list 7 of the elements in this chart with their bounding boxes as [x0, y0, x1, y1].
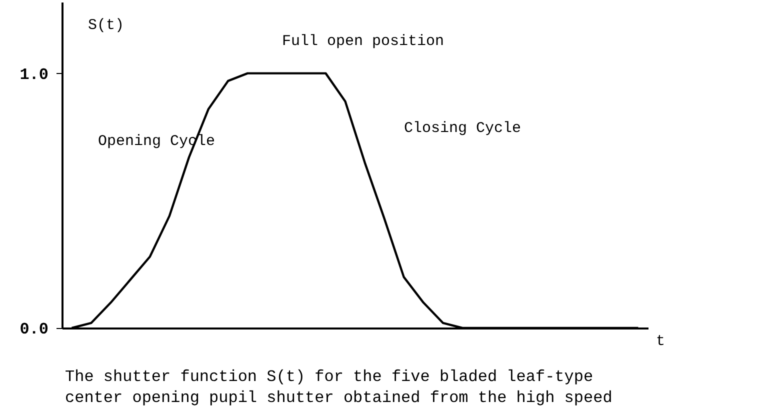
x-axis-title: t	[656, 333, 666, 350]
annotation: Closing Cycle	[404, 120, 522, 137]
y-tick-label: 0.0	[20, 320, 48, 338]
text: The shutter function S(t) for the five bladed leaf-type center opening pupil shutter obtained from the high speed	[65, 368, 612, 407]
y-axis-title: S(t)	[88, 17, 124, 34]
annotation: Full open position	[282, 33, 444, 50]
y-tick-label: 1.0	[20, 66, 48, 84]
